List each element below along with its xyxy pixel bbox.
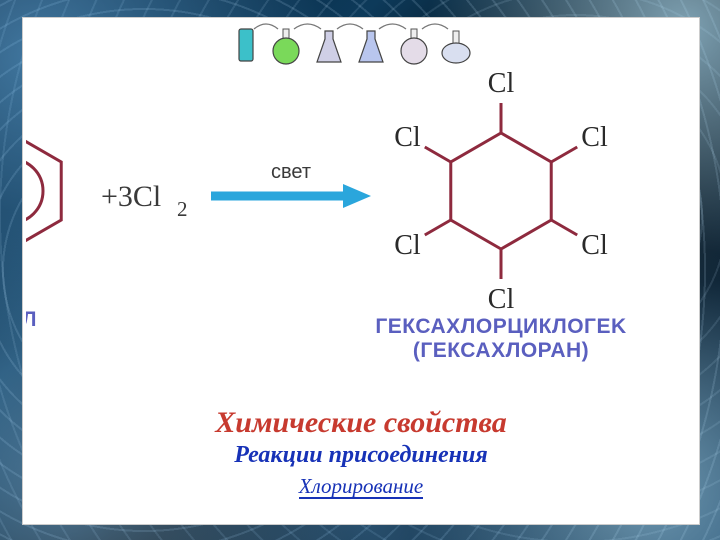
- svg-text:+3Cl: +3Cl: [101, 180, 161, 213]
- titles-block: Химические свойства Реакции присоединени…: [26, 406, 696, 499]
- svg-text:ГЕКСАХЛОРЦИКЛОГЕK: ГЕКСАХЛОРЦИКЛОГЕK: [375, 315, 626, 338]
- svg-text:Cl: Cl: [488, 68, 515, 99]
- svg-text:Cl: Cl: [394, 122, 421, 153]
- svg-text:ЗОЛ: ЗОЛ: [23, 308, 37, 331]
- title-link: Хлорирование: [299, 475, 423, 499]
- svg-text:свет: свет: [271, 161, 311, 183]
- reaction-diagram: ЗОЛ+3Cl2светClClClClClClГЕКСАХЛОРЦИКЛОГЕ…: [23, 51, 699, 371]
- content-panel: ЗОЛ+3Cl2светClClClClClClГЕКСАХЛОРЦИКЛОГЕ…: [23, 18, 699, 524]
- slide-frame: ЗОЛ+3Cl2светClClClClClClГЕКСАХЛОРЦИКЛОГЕ…: [0, 0, 720, 540]
- svg-text:(ГЕКСАХЛОРАН): (ГЕКСАХЛОРАН): [413, 339, 589, 362]
- title-sub: Реакции присоединения: [26, 442, 696, 469]
- svg-text:Cl: Cl: [394, 230, 421, 261]
- title-main: Химические свойства: [26, 406, 696, 440]
- svg-text:Cl: Cl: [581, 122, 608, 153]
- svg-text:Cl: Cl: [488, 284, 515, 315]
- svg-text:Cl: Cl: [581, 230, 608, 261]
- svg-text:2: 2: [177, 197, 188, 221]
